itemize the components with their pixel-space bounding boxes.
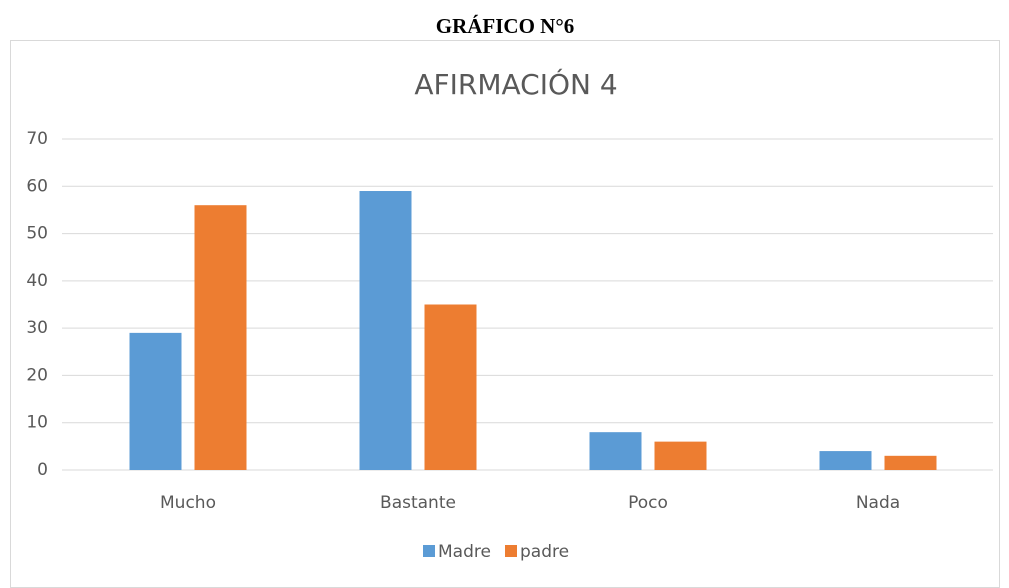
legend-swatch (505, 545, 517, 557)
y-tick-label: 20 (26, 365, 48, 385)
x-tick-label: Bastante (380, 493, 456, 513)
chart-title: AFIRMACIÓN 4 (414, 67, 617, 101)
bar (359, 191, 412, 470)
y-tick-label: 30 (26, 318, 48, 338)
bar (884, 455, 937, 470)
bar (654, 441, 707, 470)
bar (589, 432, 642, 470)
y-tick-label: 50 (26, 224, 48, 244)
legend-swatch (423, 545, 435, 557)
page-heading: GRÁFICO N°6 (436, 14, 574, 38)
bar (424, 304, 477, 470)
y-tick-label: 40 (26, 271, 48, 291)
y-tick-label: 60 (26, 176, 48, 196)
y-tick-label: 70 (26, 129, 48, 149)
bar (194, 205, 247, 470)
legend-label: Madre (438, 542, 491, 562)
y-tick-label: 10 (26, 413, 48, 433)
x-tick-label: Mucho (160, 493, 216, 513)
bar (129, 332, 182, 470)
bar (819, 451, 872, 470)
x-tick-label: Nada (856, 493, 900, 513)
chart-frame (10, 40, 1000, 588)
legend-label: padre (520, 542, 569, 562)
y-tick-label: 0 (37, 460, 48, 480)
x-tick-label: Poco (628, 493, 668, 513)
